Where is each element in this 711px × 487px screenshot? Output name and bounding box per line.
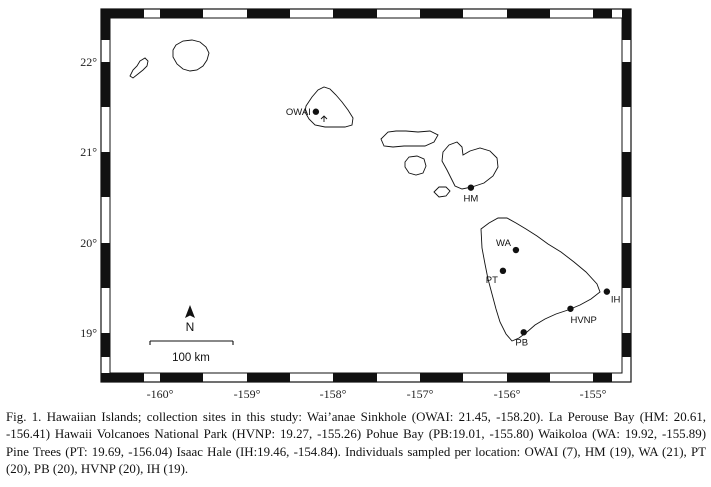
site-marker-hvnp — [567, 305, 574, 312]
north-arrow: N — [185, 305, 195, 334]
site-label-pt: PT — [486, 275, 498, 286]
axis-tick-labels: -160° -159° -158° -157° -156° -155° 22° 21° 20° 1… — [80, 55, 606, 400]
scale-label: 100 km — [172, 352, 210, 364]
site-marker-pb — [520, 329, 527, 336]
island-kahoolawe — [433, 186, 451, 198]
x-tick-label: -157° — [407, 387, 434, 400]
collection-sites: OWAI HM WA PT IH HVNP PB — [286, 107, 621, 348]
north-arrow-icon — [185, 305, 195, 318]
island-oahu — [304, 86, 354, 128]
site-marker-wa — [512, 246, 520, 254]
y-tick-label: 20° — [80, 236, 97, 250]
x-tick-label: -158° — [320, 387, 347, 400]
x-tick-label: -160° — [147, 387, 174, 400]
figure-caption: Fig. 1. Hawaiian Islands; collection sit… — [6, 410, 706, 477]
map-frame — [100, 8, 632, 383]
oahu-harbor — [320, 115, 328, 122]
y-tick-label: 19° — [80, 326, 97, 340]
island-lanai — [404, 155, 427, 176]
site-label-hvnp: HVNP — [570, 315, 596, 326]
site-label-owai: OWAI — [286, 107, 311, 118]
island-molokai — [380, 130, 439, 148]
site-marker-pt — [499, 267, 507, 275]
island-kauai — [172, 39, 210, 72]
y-tick-label: 21° — [80, 145, 97, 159]
island-niihau — [129, 57, 149, 79]
island-hawaii — [480, 217, 601, 342]
x-tick-label: -156° — [494, 387, 521, 400]
site-marker-hm — [467, 184, 475, 191]
north-label: N — [186, 320, 195, 334]
x-tick-label: -155° — [580, 387, 607, 400]
y-tick-label: 22° — [80, 55, 97, 69]
x-tick-label: -159° — [234, 387, 261, 400]
scale-bar: 100 km — [149, 340, 234, 364]
site-label-pb: PB — [515, 337, 528, 348]
site-marker-owai — [312, 108, 320, 115]
island-maui — [441, 141, 499, 190]
site-label-hm: HM — [464, 194, 479, 205]
site-label-wa: WA — [496, 238, 512, 249]
islands — [129, 39, 601, 342]
site-label-ih: IH — [611, 295, 621, 306]
site-marker-ih — [603, 288, 611, 295]
